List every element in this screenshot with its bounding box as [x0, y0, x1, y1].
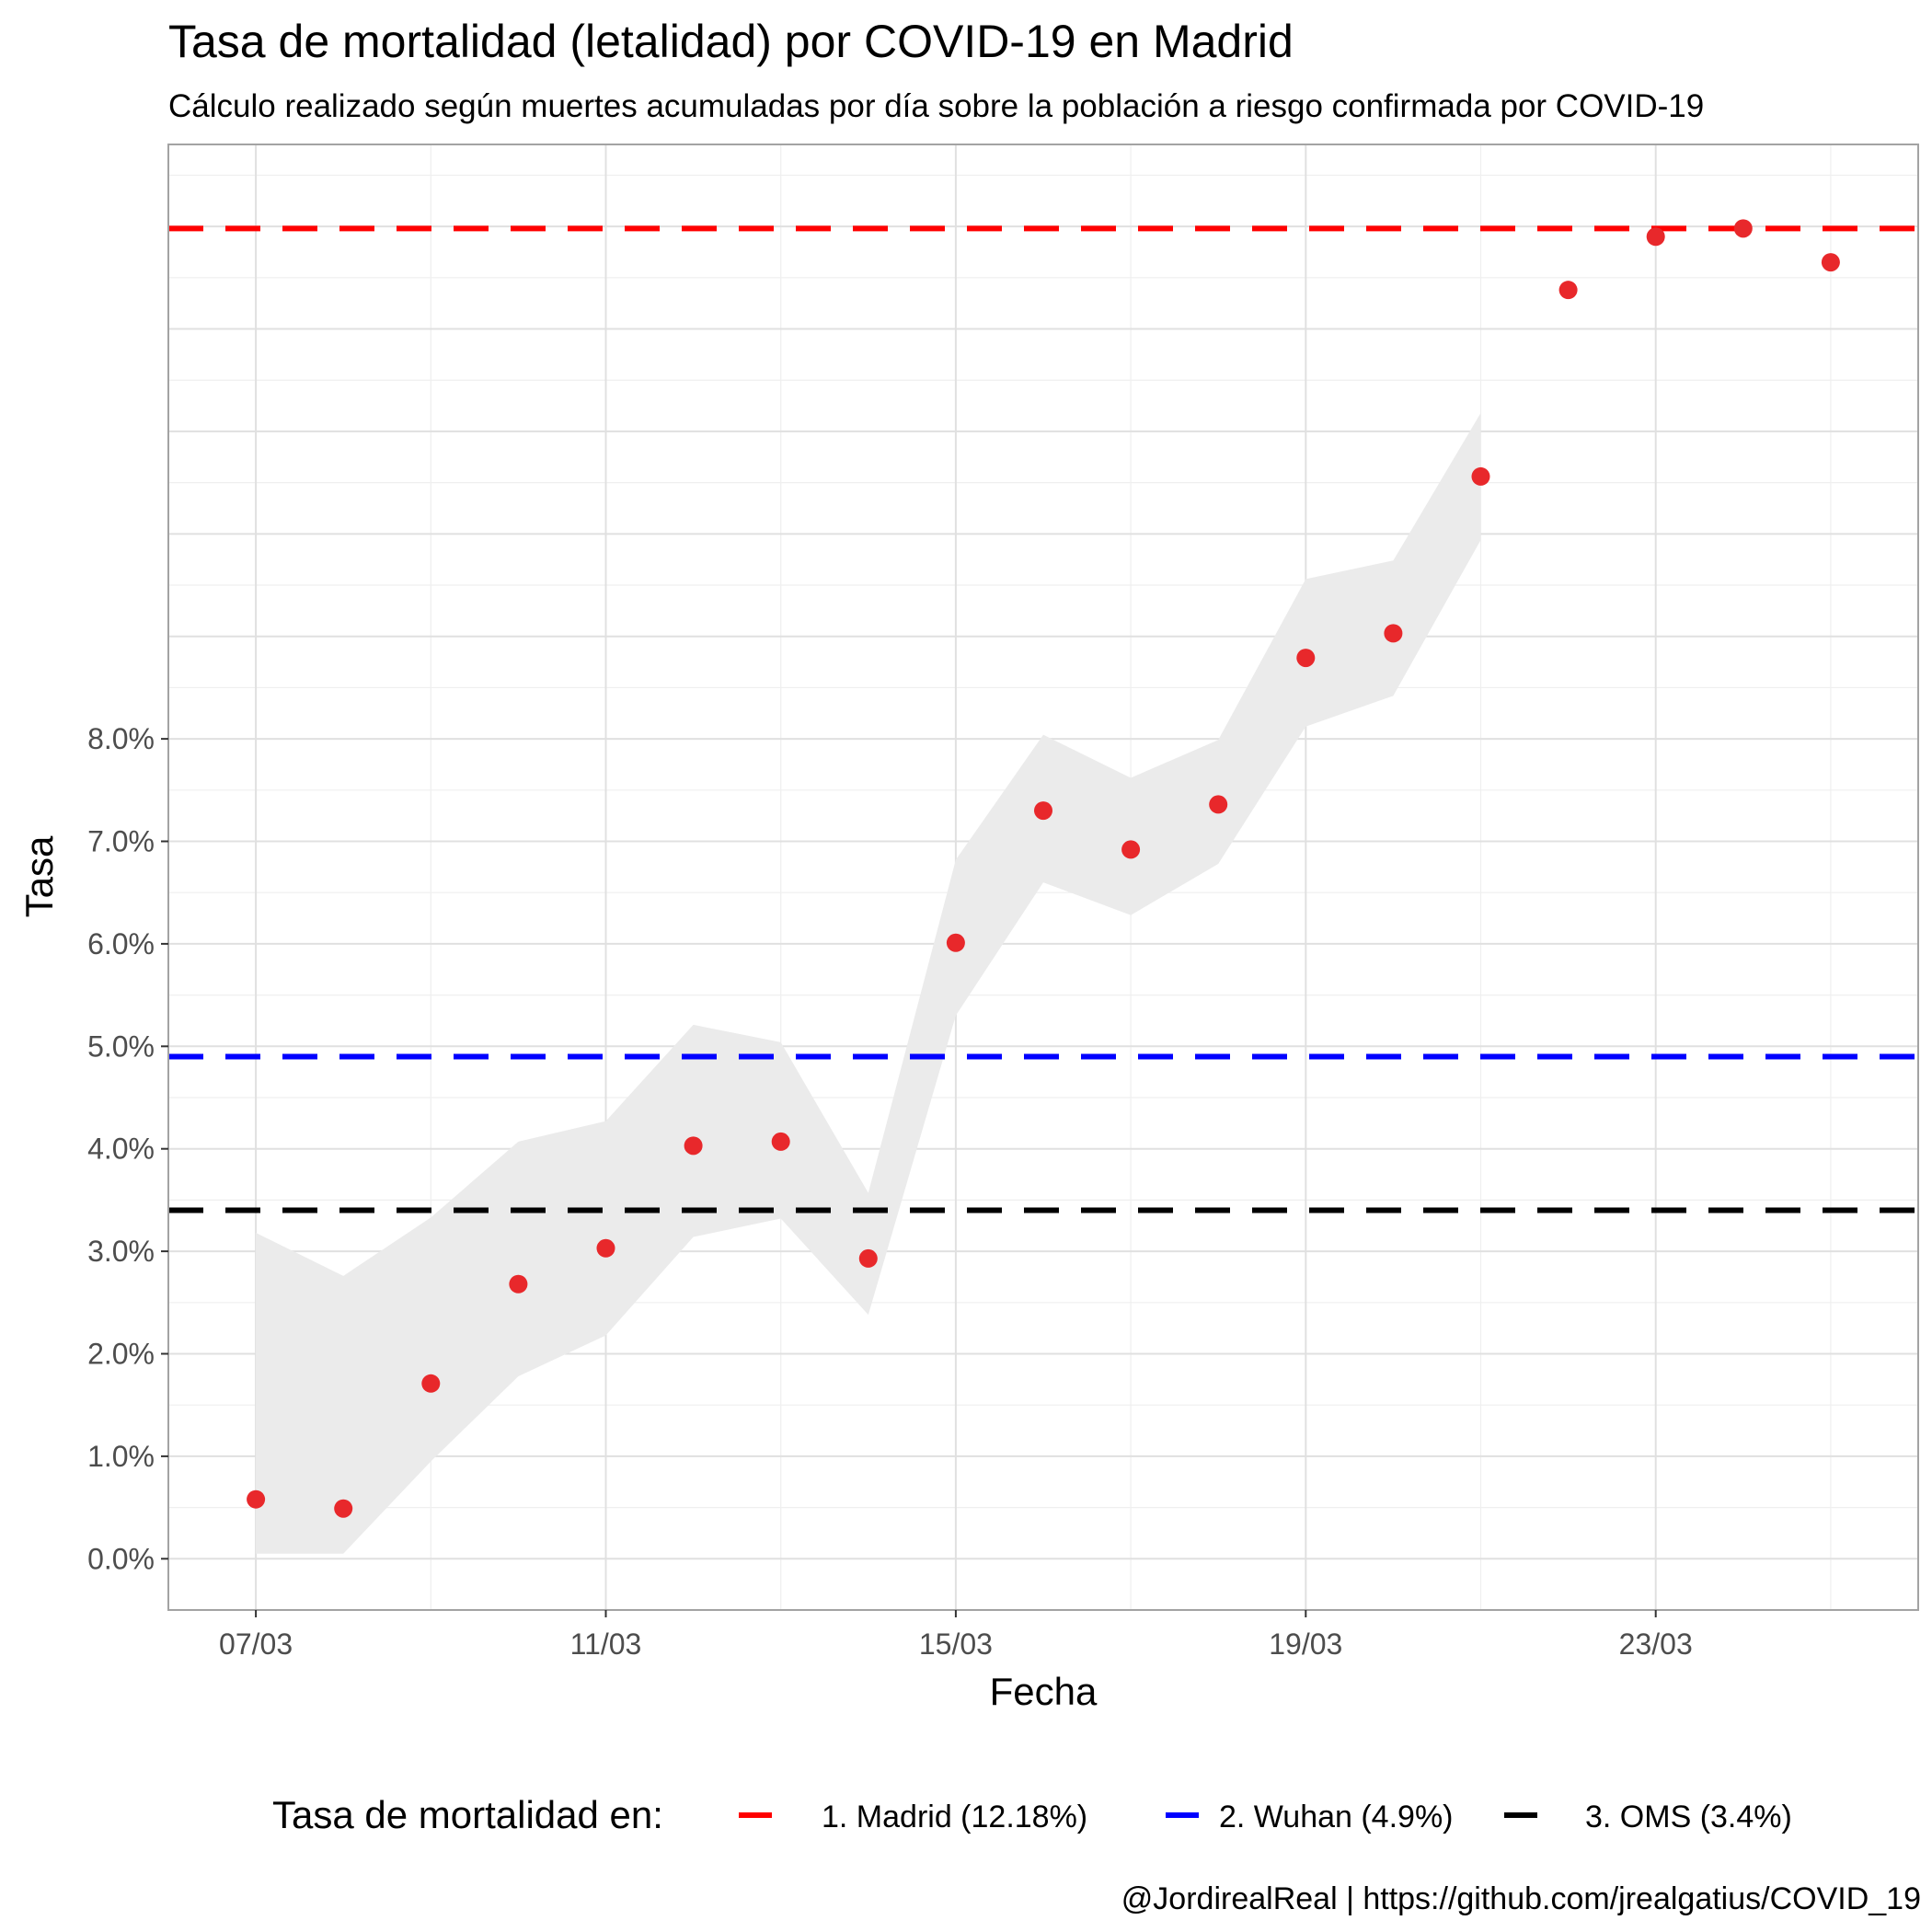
data-point-25-03 [1821, 253, 1840, 272]
y-tick-label: 7.0% [87, 825, 155, 858]
plot-border [167, 144, 1919, 1611]
y-tick-label: 3.0% [87, 1235, 155, 1268]
y-axis-title: Tasa [17, 835, 61, 917]
legend: Tasa de mortalidad en: 1. Madrid (12.18%… [272, 1793, 1792, 1836]
data-point-14-03 [858, 1248, 878, 1268]
data-point-21-03 [1471, 466, 1490, 486]
chart-title: Tasa de mortalidad (letalidad) por COVID… [168, 16, 1294, 67]
y-axis-ticks: 0.0% 1.0% 2.0% 3.0% 4.0% 5.0% 6.0% 7.0% 8.0% [87, 722, 168, 1575]
confidence-band [256, 412, 1481, 1554]
data-point-20-03 [1384, 624, 1403, 643]
x-tick-label: 19/03 [1269, 1627, 1342, 1661]
data-point-17-03 [1121, 840, 1141, 859]
y-tick-label: 8.0% [87, 722, 155, 755]
data-point-23-03 [1646, 227, 1665, 247]
x-tick-label: 11/03 [570, 1627, 642, 1661]
chart-subtitle: Cálculo realizado según muertes acumulad… [168, 88, 1704, 124]
data-point-07-03 [247, 1489, 266, 1509]
legend-title: Tasa de mortalidad en: [272, 1793, 663, 1836]
data-point-19-03 [1296, 649, 1316, 668]
y-tick-label: 4.0% [87, 1133, 155, 1166]
x-tick-label: 07/03 [219, 1627, 293, 1661]
y-tick-label: 2.0% [87, 1338, 155, 1371]
confidence-ribbon [256, 412, 1481, 1554]
data-point-10-03 [509, 1274, 528, 1294]
data-point-15-03 [946, 933, 965, 952]
legend-label-wuhan: 2. Wuhan (4.9%) [1219, 1800, 1454, 1834]
legend-label-madrid: 1. Madrid (12.18%) [822, 1800, 1087, 1834]
data-point-18-03 [1209, 795, 1228, 814]
data-point-12-03 [684, 1136, 703, 1156]
plot-panel [167, 144, 1919, 1611]
data-point-24-03 [1733, 219, 1753, 238]
data-point-11-03 [596, 1238, 615, 1258]
caption: @JordirealReal | https://github.com/jrea… [1121, 1881, 1921, 1916]
data-point-16-03 [1034, 801, 1052, 821]
legend-label-oms: 3. OMS (3.4%) [1585, 1800, 1792, 1834]
data-point-09-03 [421, 1374, 441, 1393]
y-tick-label: 0.0% [87, 1542, 155, 1575]
y-tick-label: 6.0% [87, 927, 155, 960]
data-points [247, 219, 1840, 1518]
reference-lines [168, 225, 1918, 1213]
x-tick-label: 15/03 [919, 1627, 993, 1661]
y-tick-label: 5.0% [87, 1029, 155, 1063]
data-point-08-03 [334, 1499, 353, 1518]
data-point-22-03 [1558, 281, 1578, 300]
x-axis-title: Fecha [990, 1670, 1098, 1713]
data-point-13-03 [771, 1132, 790, 1151]
x-axis-ticks: 07/03 11/03 15/03 19/03 23/03 [219, 1610, 1693, 1661]
x-tick-label: 23/03 [1619, 1627, 1693, 1661]
y-tick-label: 1.0% [87, 1440, 155, 1473]
